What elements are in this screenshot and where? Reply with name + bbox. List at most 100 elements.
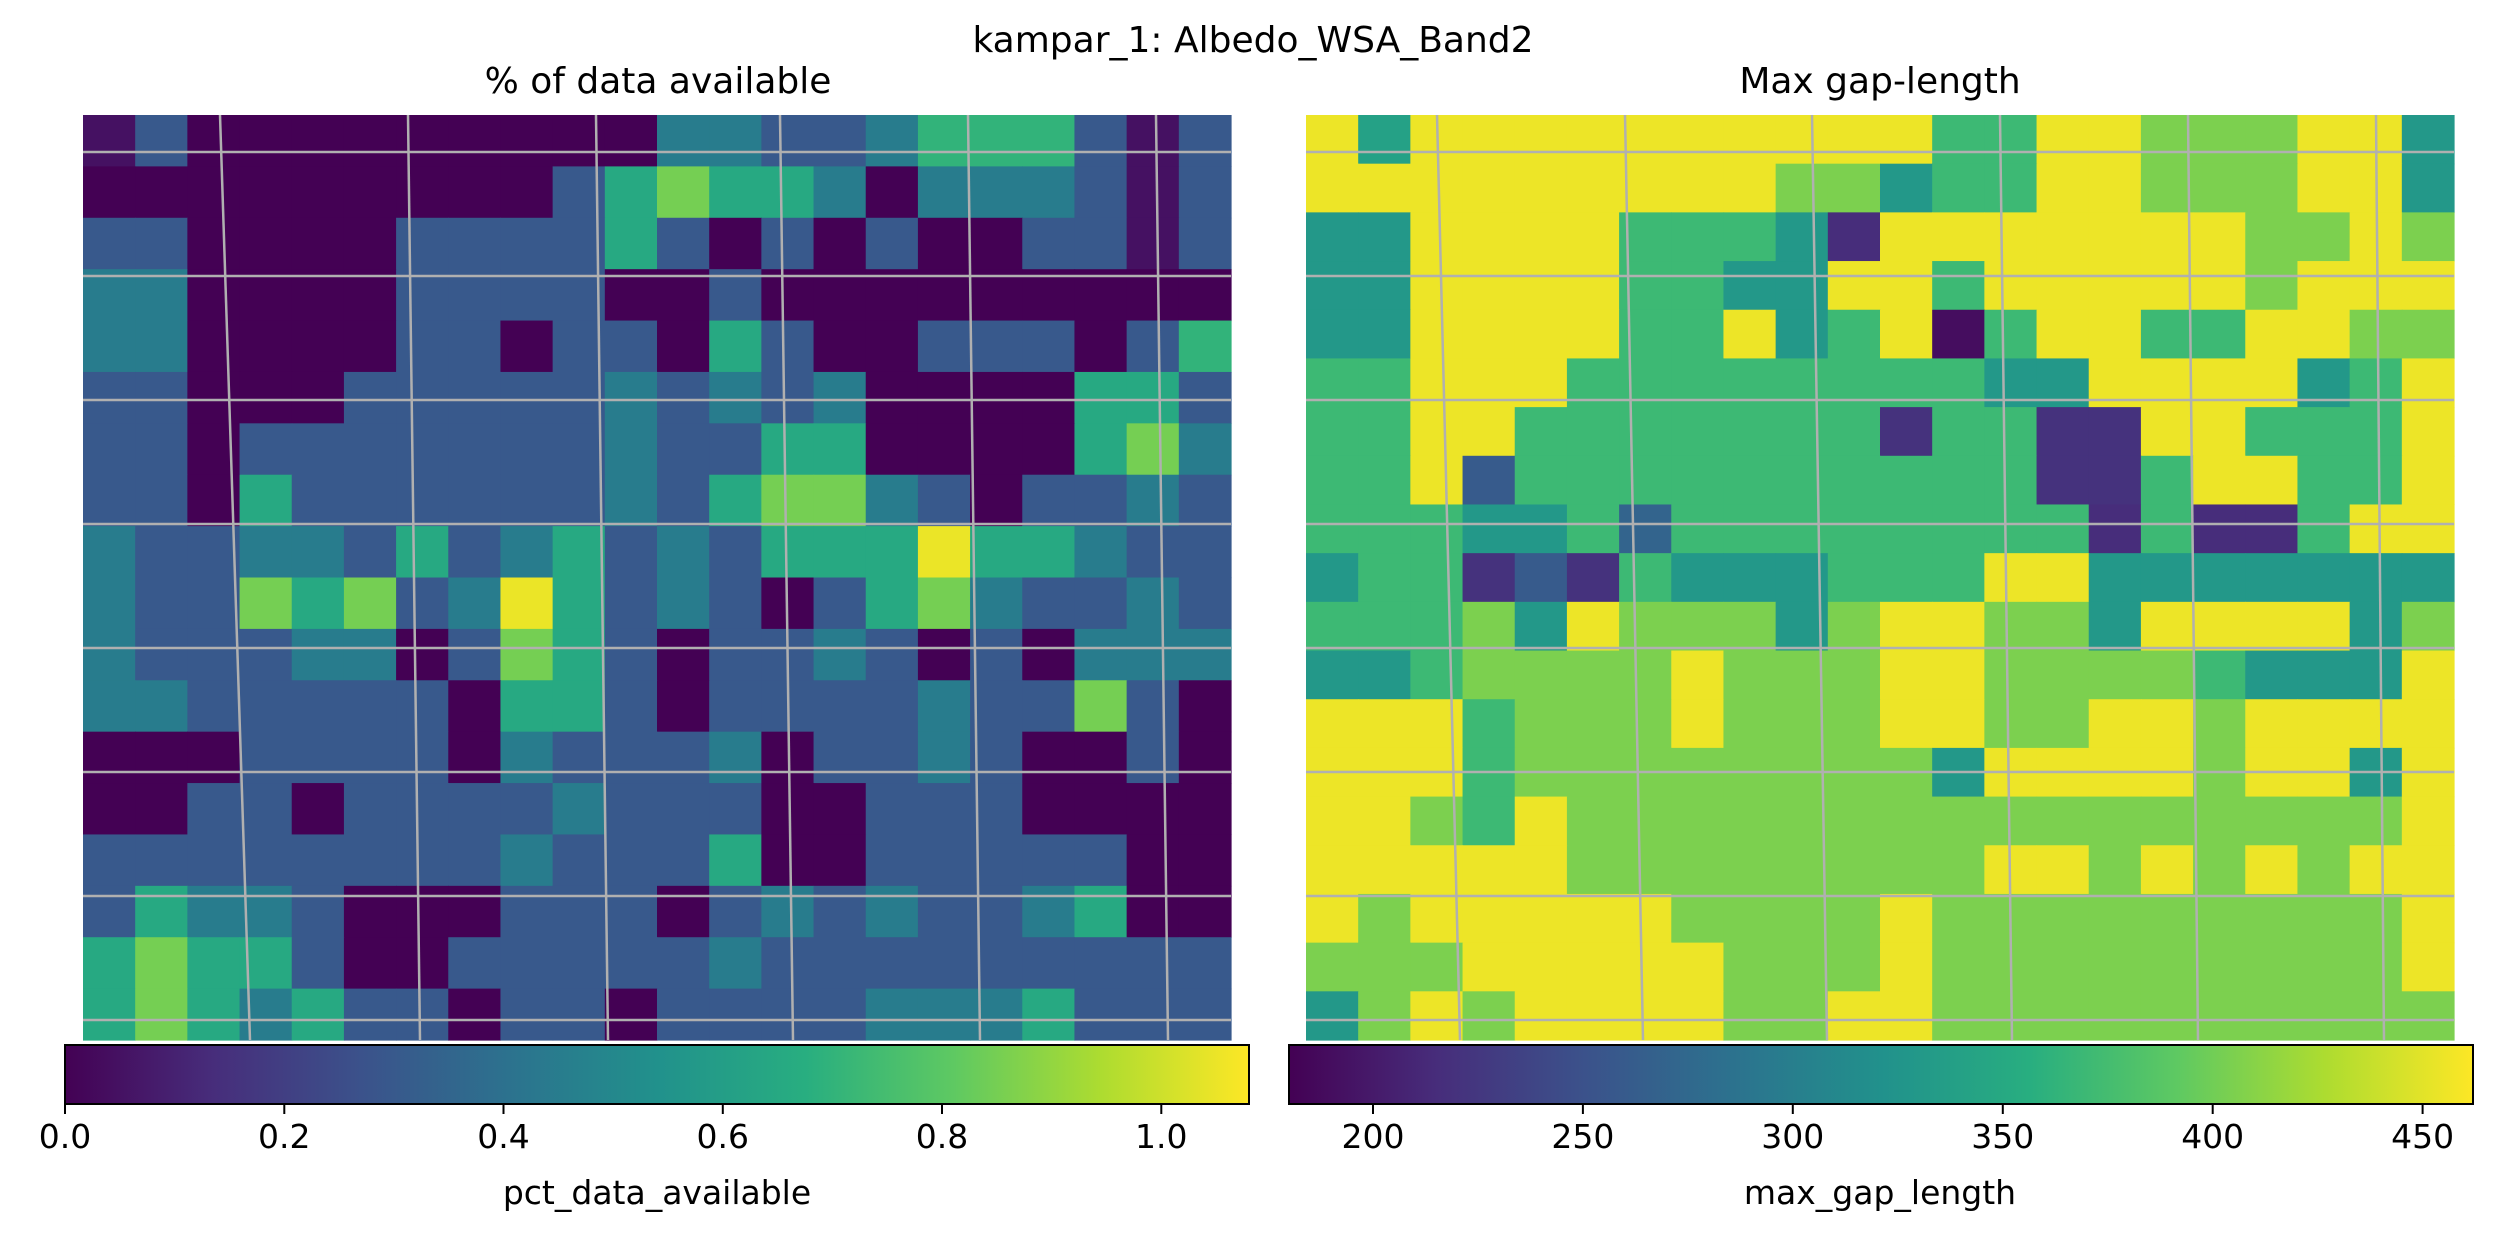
heatmap-cell: [2193, 309, 2246, 360]
heatmap-cell: [83, 320, 136, 373]
heatmap-cell: [604, 783, 658, 836]
heatmap-cell: [1671, 893, 1725, 944]
heatmap-cell: [1827, 796, 1881, 846]
heatmap-cell: [1514, 601, 1568, 652]
heatmap-cell: [187, 783, 241, 836]
heatmap-cell: [2297, 699, 2351, 749]
heatmap-cell: [500, 320, 554, 373]
heatmap-cell: [83, 731, 136, 784]
heatmap-cell: [1880, 212, 1933, 262]
heatmap-cell: [448, 423, 502, 476]
heatmap-cell: [813, 577, 867, 630]
heatmap-cell: [500, 371, 554, 424]
heatmap-cell: [135, 680, 188, 733]
heatmap-cell: [448, 680, 502, 733]
heatmap-cell: [2349, 407, 2403, 457]
heatmap-cell: [239, 269, 293, 322]
heatmap-cell: [448, 885, 502, 938]
heatmap-cell: [970, 577, 1023, 630]
heatmap-cell: [135, 731, 188, 784]
heatmap-cell: [187, 115, 241, 167]
heatmap-cell: [83, 371, 136, 424]
heatmap-cell: [865, 577, 919, 630]
heatmap-cell: [709, 269, 762, 322]
heatmap-cell: [1358, 942, 1411, 992]
heatmap-cell: [2088, 504, 2142, 554]
heatmap-cell: [239, 885, 293, 938]
heatmap-cell: [2140, 163, 2194, 213]
heatmap-cell: [135, 166, 188, 219]
heatmap-cell: [761, 885, 815, 938]
heatmap-cell: [2349, 261, 2403, 311]
heatmap-cell: [2140, 407, 2194, 457]
heatmap-cell: [396, 423, 449, 476]
graticule-meridian: [1810, 114, 1829, 1041]
heatmap-cell: [865, 474, 919, 527]
left-heatmap: [83, 115, 1232, 1041]
heatmap-cell: [1984, 601, 2038, 652]
heatmap-cell: [343, 885, 397, 938]
heatmap-cell: [2401, 212, 2455, 262]
heatmap-cell: [2140, 893, 2194, 944]
heatmap-cell: [1178, 628, 1232, 681]
heatmap-cell: [1358, 553, 1411, 603]
heatmap-cell: [1074, 423, 1128, 476]
heatmap-cell: [1514, 893, 1568, 944]
heatmap-cell: [2036, 991, 2090, 1041]
heatmap-cell: [604, 166, 658, 219]
heatmap-cell: [1358, 407, 1411, 457]
heatmap-cell: [2349, 991, 2403, 1041]
heatmap-cell: [1306, 845, 1359, 895]
heatmap-cell: [1074, 731, 1128, 784]
heatmap-cell: [1178, 371, 1232, 424]
left-graticule: [83, 114, 1231, 1041]
heatmap-cell: [1880, 942, 1933, 992]
heatmap-cell: [604, 474, 658, 527]
heatmap-cell: [1671, 261, 1725, 311]
graticule-meridian: [1623, 114, 1645, 1041]
heatmap-cell: [552, 320, 606, 373]
heatmap-cell: [1671, 455, 1725, 506]
heatmap-cell: [604, 628, 658, 681]
heatmap-cell: [396, 577, 449, 630]
heatmap-cell: [1126, 371, 1180, 424]
heatmap-cell: [552, 423, 606, 476]
heatmap-cell: [2193, 893, 2246, 944]
heatmap-cell: [1984, 650, 2038, 700]
heatmap-cell: [1022, 217, 1076, 270]
heatmap-cell: [1984, 212, 2038, 262]
heatmap-cell: [761, 526, 815, 579]
heatmap-cell: [1126, 474, 1180, 527]
heatmap-cell: [1723, 163, 1777, 213]
heatmap-cell: [239, 371, 293, 424]
heatmap-cell: [500, 628, 554, 681]
heatmap-cell: [2297, 845, 2351, 895]
heatmap-cell: [1619, 455, 1672, 506]
heatmap-cell: [2036, 601, 2090, 652]
heatmap-cell: [1880, 163, 1933, 213]
heatmap-cell: [83, 115, 136, 167]
heatmap-cell: [2140, 650, 2194, 700]
heatmap-cell: [917, 834, 971, 887]
heatmap-cell: [1358, 212, 1411, 262]
heatmap-cell: [2401, 163, 2455, 213]
heatmap-cell: [1126, 628, 1180, 681]
colorbar-tick-label: 250: [1551, 1117, 1614, 1156]
heatmap-cell: [1514, 942, 1568, 992]
heatmap-cell: [187, 320, 241, 373]
heatmap-cell: [917, 988, 971, 1041]
heatmap-cell: [396, 217, 449, 270]
heatmap-cell: [2036, 407, 2090, 457]
heatmap-cell: [1932, 893, 1985, 944]
heatmap-cell: [500, 526, 554, 579]
heatmap-cell: [2088, 212, 2142, 262]
heatmap-cell: [970, 526, 1023, 579]
heatmap-cell: [1880, 845, 1933, 895]
heatmap-cell: [448, 628, 502, 681]
heatmap-cell: [135, 269, 188, 322]
heatmap-cell: [552, 628, 606, 681]
heatmap-cell: [1410, 309, 1464, 360]
heatmap-cell: [2297, 650, 2351, 700]
heatmap-cell: [1984, 261, 2038, 311]
heatmap-cell: [1462, 163, 1516, 213]
